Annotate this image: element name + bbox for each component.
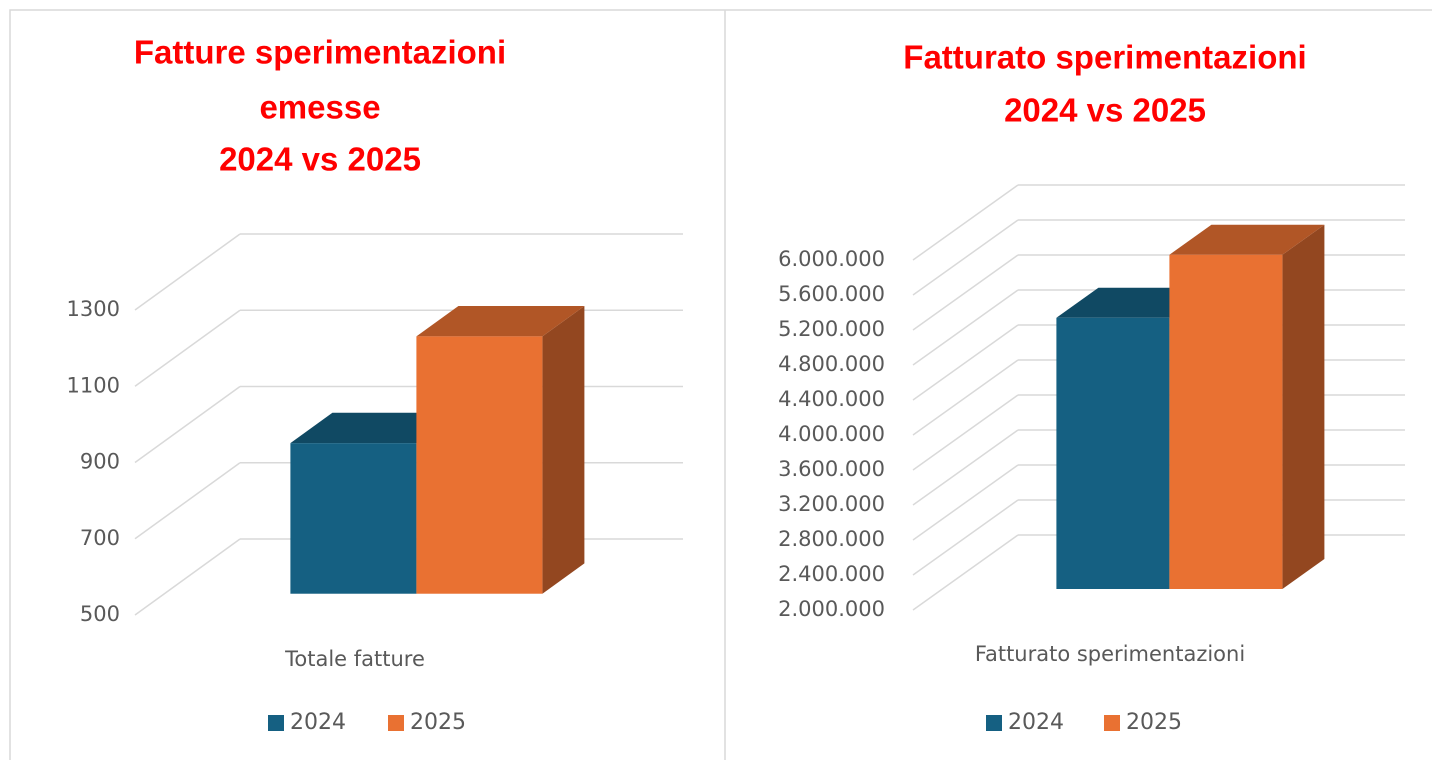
grid-line: [134, 462, 241, 540]
grid-line: [912, 394, 1019, 471]
y-tick-label: 2.000.000: [778, 597, 885, 621]
bar-side: [1282, 224, 1325, 589]
y-tick-label: 2.800.000: [778, 527, 885, 551]
grid-line: [912, 359, 1019, 436]
grid-line: [912, 429, 1019, 506]
legend-label: 2025: [1126, 710, 1182, 735]
bar: [290, 443, 417, 594]
y-tick-label: 4.000.000: [778, 422, 885, 446]
grid-line: [912, 254, 1019, 331]
chart-title: emesse: [259, 89, 380, 126]
y-tick-label: 1300: [67, 297, 120, 321]
x-category-label: Totale fatture: [284, 647, 425, 671]
grid-line: [912, 184, 1019, 261]
chart-title: Fatturato sperimentazioni: [903, 39, 1306, 76]
grid-line: [134, 309, 241, 387]
grid-line: [912, 289, 1019, 366]
legend-swatch: [268, 715, 284, 731]
bar-top: [416, 305, 585, 337]
y-tick-label: 5.600.000: [778, 282, 885, 306]
legend-swatch: [986, 715, 1002, 731]
grid-line: [912, 324, 1019, 401]
y-tick-label: 4.800.000: [778, 352, 885, 376]
legend-label: 2024: [1008, 710, 1064, 735]
y-tick-label: 4.400.000: [778, 387, 885, 411]
chart-title: 2024 vs 2025: [1004, 92, 1206, 129]
bar: [1056, 317, 1170, 589]
bar: [1169, 254, 1283, 589]
chart-title: Fatture sperimentazioni: [134, 34, 506, 71]
x-category-label: Fatturato sperimentazioni: [975, 642, 1245, 666]
grid-line: [134, 385, 241, 464]
grid-line: [912, 534, 1019, 611]
bar: [416, 336, 543, 594]
legend-label: 2025: [410, 710, 466, 735]
bar-top: [1169, 224, 1325, 255]
y-tick-label: 700: [80, 526, 120, 550]
y-tick-label: 2.400.000: [778, 562, 885, 586]
y-tick-label: 500: [80, 602, 120, 626]
y-tick-label: 6.000.000: [778, 247, 885, 271]
y-tick-label: 5.200.000: [778, 317, 885, 341]
y-tick-label: 900: [80, 450, 120, 474]
panel-border: [9, 9, 1432, 760]
legend-label: 2024: [290, 710, 346, 735]
bar-side: [542, 305, 585, 594]
y-tick-label: 3.200.000: [778, 492, 885, 516]
chart-title: 2024 vs 2025: [219, 141, 421, 178]
grid-line: [912, 499, 1019, 576]
y-tick-label: 1100: [67, 373, 120, 397]
grid-line: [134, 538, 241, 616]
grid-line: [134, 233, 241, 311]
grid-line: [912, 464, 1019, 541]
legend-swatch: [1104, 715, 1120, 731]
grid-line: [912, 219, 1019, 296]
legend-swatch: [388, 715, 404, 731]
y-tick-label: 3.600.000: [778, 457, 885, 481]
